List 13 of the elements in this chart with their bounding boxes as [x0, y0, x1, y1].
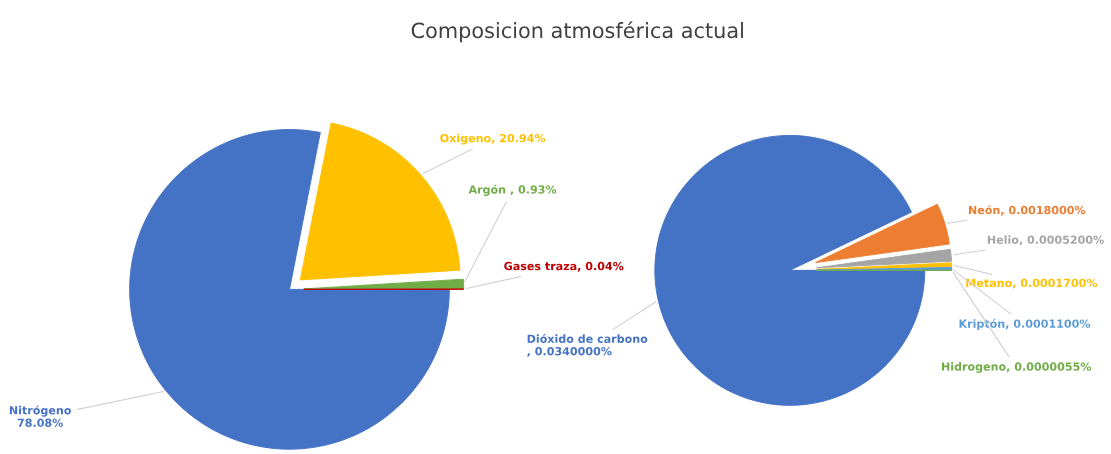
slice-label: Metano, 0.0001700% — [966, 278, 1098, 289]
slice-label: Hidrogeno, 0.0000055% — [941, 362, 1092, 373]
slice-label: Argón , 0.93% — [468, 184, 557, 196]
slice-label: Nitrógeno — [9, 405, 71, 417]
data-label: , 0.0340000% — [527, 346, 612, 357]
slice-label: Helio, 0.0005200% — [987, 235, 1104, 246]
chart-title: Composicion atmosférica actual — [411, 21, 743, 43]
slice-label: Oxigeno, 20.94% — [440, 133, 546, 145]
data-label: 78.08% — [17, 418, 63, 427]
slice-label: Gases traza, 0.04% — [504, 261, 624, 272]
slice-label: Dióxido de carbono — [527, 333, 648, 343]
slice-label: Neón, 0.0018000% — [968, 205, 1086, 216]
slice-label: Kriptón, 0.0001100% — [959, 318, 1091, 330]
